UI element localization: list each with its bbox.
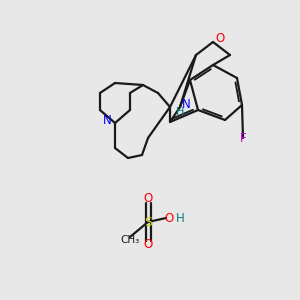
- Text: S: S: [144, 215, 152, 229]
- Text: H: H: [176, 212, 184, 224]
- Text: F: F: [240, 131, 246, 145]
- Text: O: O: [215, 32, 225, 46]
- Text: O: O: [164, 212, 174, 224]
- Text: O: O: [143, 193, 153, 206]
- Text: CH₃: CH₃: [120, 235, 140, 245]
- Text: O: O: [143, 238, 153, 251]
- Text: N: N: [182, 98, 190, 110]
- Text: N: N: [103, 115, 111, 128]
- Text: H: H: [176, 107, 184, 117]
